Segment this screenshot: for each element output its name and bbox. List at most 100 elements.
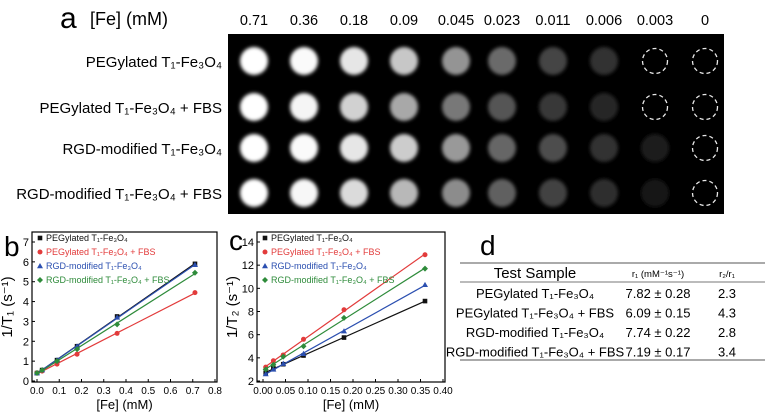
legend-entry: PEGylated T₁-Fe₃O₄ xyxy=(46,233,128,243)
data-point-diamond xyxy=(270,361,277,368)
panel-letter-d: d xyxy=(480,230,496,261)
y-tick-label: 10 xyxy=(242,283,254,295)
mri-well-signal xyxy=(442,47,470,75)
table-cell-r1: 7.19 ± 0.17 xyxy=(626,345,691,360)
x-tick-label: 0.5 xyxy=(141,386,155,397)
mri-well-signal xyxy=(390,93,418,121)
data-point-triangle xyxy=(270,366,277,372)
mri-well-signal xyxy=(442,93,470,121)
data-point-square xyxy=(341,335,347,340)
mri-well-signal xyxy=(488,179,516,207)
x-tick-label: 0.8 xyxy=(208,386,222,397)
mri-well-signal xyxy=(290,134,318,162)
panel-letter-a: a xyxy=(60,2,77,35)
data-point-diamond xyxy=(74,346,81,353)
concentration-tick: 0.023 xyxy=(484,13,520,29)
legend-entry: RGD-modified T₁-Fe₃O₄ + FBS xyxy=(271,275,395,285)
mri-well-signal xyxy=(240,93,268,121)
x-tick-label: 0.2 xyxy=(75,386,89,397)
mri-well-signal xyxy=(340,134,368,162)
sample-row-label: RGD-modified T₁-Fe₃O₄ xyxy=(62,141,222,158)
y-tick-label: 0 xyxy=(23,376,29,388)
x-tick-label: 0.30 xyxy=(388,386,408,397)
legend-marker-diamond xyxy=(262,277,268,283)
data-point-diamond xyxy=(262,366,269,373)
x-axis-label: [Fe] (mM) xyxy=(96,397,152,412)
table-cell-sample: PEGylated T₁-Fe₃O₄ + FBS xyxy=(456,306,614,321)
data-point-diamond xyxy=(280,353,287,360)
plot-frame xyxy=(256,231,446,383)
concentration-tick: 0.045 xyxy=(438,13,474,29)
mri-well-signal xyxy=(340,93,368,121)
mri-well-signal xyxy=(488,93,516,121)
legend-marker-circle xyxy=(262,249,268,255)
mri-well-signal xyxy=(539,134,567,162)
y-tick-label: 1 xyxy=(23,356,29,368)
concentration-tick: 0.006 xyxy=(586,13,622,29)
mri-well-signal xyxy=(539,93,567,121)
legend-marker-triangle xyxy=(37,263,43,269)
x-tick-label: 0.35 xyxy=(411,386,431,397)
x-tick-label: 0.25 xyxy=(366,386,386,397)
y-tick-label: 5 xyxy=(23,277,29,289)
sample-row-label: RGD-modified T₁-Fe₃O₄ + FBS xyxy=(16,186,222,203)
data-point-square xyxy=(422,298,428,304)
empty-well-outline xyxy=(641,93,669,121)
table-cell-sample: RGD-modified T₁-Fe₃O₄ xyxy=(466,325,604,340)
y-axis-label: 1/T₂ (s⁻¹) xyxy=(224,276,241,338)
x-tick-label: 0.40 xyxy=(433,386,453,397)
table-cell-ratio: 2.8 xyxy=(718,325,736,340)
empty-well-outline xyxy=(641,47,669,75)
data-point-circle xyxy=(422,252,428,258)
mri-well-signal xyxy=(590,47,618,75)
mri-well-signal xyxy=(240,179,268,207)
mri-well-signal xyxy=(390,47,418,75)
data-point-diamond xyxy=(300,343,307,350)
sample-row-label: PEGylated T₁-Fe₃O₄ xyxy=(86,54,222,71)
x-tick-label: 0.20 xyxy=(343,386,363,397)
data-point-diamond xyxy=(39,367,46,374)
mri-well-signal xyxy=(442,134,470,162)
mri-well-signal xyxy=(590,93,618,121)
data-point-circle xyxy=(74,351,80,357)
concentration-label: [Fe] (mM) xyxy=(90,9,168,29)
data-point-diamond xyxy=(54,358,61,365)
y-tick-label: 14 xyxy=(242,237,254,249)
mri-well-signal xyxy=(240,47,268,75)
mri-well-signal xyxy=(488,134,516,162)
mri-well-signal xyxy=(641,134,669,162)
table-cell-ratio: 3.4 xyxy=(718,345,736,360)
y-tick-label: 7 xyxy=(23,237,29,249)
empty-well-outline xyxy=(691,179,719,207)
concentration-tick: 0.09 xyxy=(390,13,418,29)
data-point-diamond xyxy=(34,370,40,377)
mri-well-signal xyxy=(390,134,418,162)
table-cell-r1: 6.09 ± 0.15 xyxy=(626,306,691,321)
mri-well-signal xyxy=(539,179,567,207)
data-point-triangle xyxy=(191,261,198,268)
data-point-triangle xyxy=(300,350,307,356)
panel-letter-b: b xyxy=(4,231,20,262)
table-cell-r1: 7.82 ± 0.28 xyxy=(626,286,691,301)
data-point-triangle xyxy=(280,360,287,366)
concentration-tick: 0.36 xyxy=(290,13,318,29)
panel-letter-c: c xyxy=(229,225,243,256)
data-point-triangle xyxy=(422,281,428,288)
y-axis-label: 1/T₁ (s⁻¹) xyxy=(0,276,16,337)
x-tick-label: 0.00 xyxy=(253,386,273,397)
table-cell-ratio: 2.3 xyxy=(718,286,736,301)
table-header-sample: Test Sample xyxy=(494,265,577,282)
data-point-circle xyxy=(192,290,198,296)
data-point-diamond xyxy=(422,265,428,272)
mri-well-signal xyxy=(641,179,669,207)
legend-entry: RGD-modified T₁-Fe₃O₄ xyxy=(271,261,367,271)
mri-well-signal xyxy=(340,47,368,75)
data-point-diamond xyxy=(341,314,347,321)
data-point-circle xyxy=(341,307,347,313)
x-tick-label: 0.0 xyxy=(30,386,44,397)
data-point-triangle xyxy=(114,314,121,320)
concentration-tick: 0.71 xyxy=(240,13,268,29)
mri-well-signal xyxy=(340,179,368,207)
data-point-circle xyxy=(301,336,306,342)
table-cell-sample: RGD-modified T₁-Fe₃O₄ + FBS xyxy=(446,345,625,360)
